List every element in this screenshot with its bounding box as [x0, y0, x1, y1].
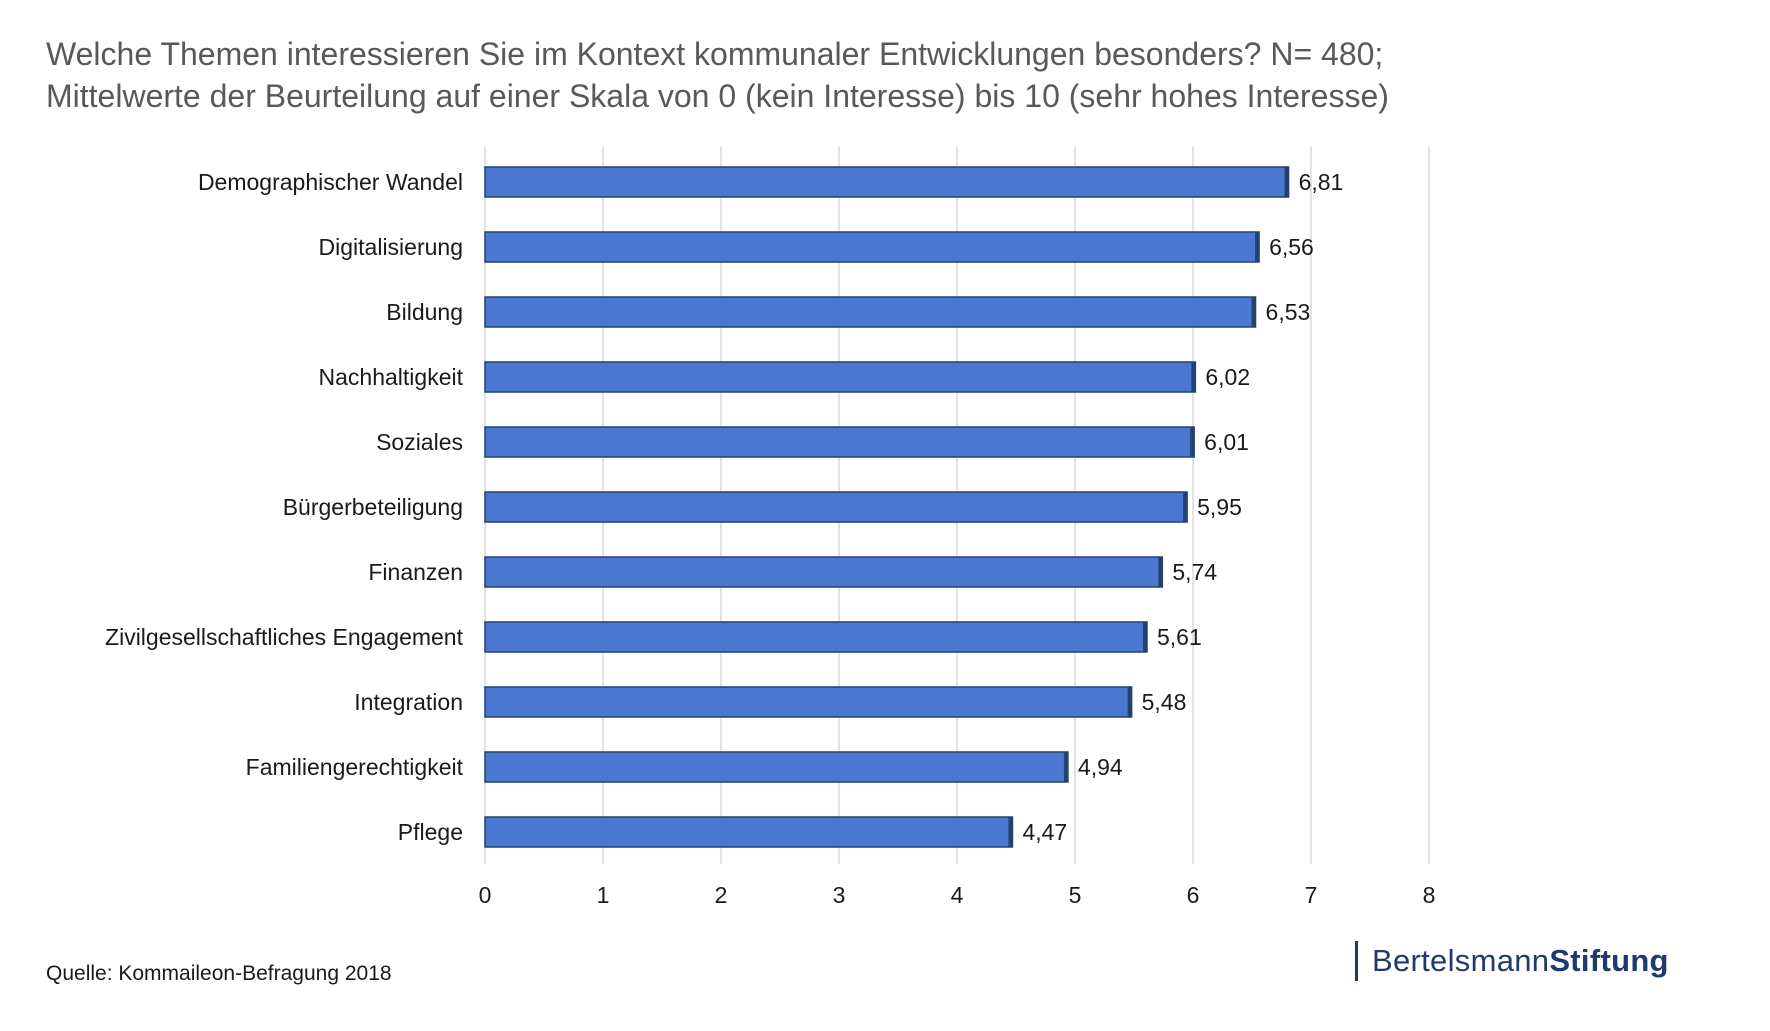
x-tick-label: 0: [479, 882, 492, 908]
value-label: 6,02: [1205, 364, 1250, 390]
logo-text-part1: Bertelsmann: [1372, 943, 1550, 978]
x-tick-label: 4: [951, 882, 964, 908]
x-tick-label: 1: [597, 882, 610, 908]
chart-title: Welche Themen interessieren Sie im Konte…: [46, 33, 1389, 117]
bar: [484, 361, 1197, 393]
bar: [484, 296, 1257, 328]
x-tick-label: 2: [715, 882, 728, 908]
category-label: Zivilgesellschaftliches Engagement: [105, 624, 464, 650]
logo-bar: [1355, 941, 1358, 981]
category-label: Demographischer Wandel: [198, 169, 463, 195]
category-label: Pflege: [398, 819, 463, 845]
category-label: Digitalisierung: [319, 234, 463, 260]
chart-title-line-2: Mittelwerte der Beurteilung auf einer Sk…: [46, 78, 1389, 114]
bar-edge: [1183, 492, 1188, 522]
category-labels: Demographischer Wandel Digitalisierung Bil…: [105, 169, 464, 845]
bar: [484, 816, 1014, 848]
bar-edge: [1063, 752, 1068, 782]
category-label: Bürgerbeteiligung: [283, 494, 463, 520]
x-tick-label: 8: [1423, 882, 1436, 908]
x-tick-label: 7: [1305, 882, 1318, 908]
bar-edge: [1284, 167, 1289, 197]
bar: [484, 491, 1188, 523]
value-label: 4,47: [1022, 819, 1067, 845]
x-tick-label: 6: [1187, 882, 1200, 908]
bertelsmann-stiftung-logo: BertelsmannStiftung: [1355, 941, 1669, 981]
value-label: 5,95: [1197, 494, 1242, 520]
bar-edge: [1190, 427, 1195, 457]
bars: [484, 166, 1290, 848]
bar-edge: [1142, 622, 1147, 652]
bar-edge: [1158, 557, 1163, 587]
category-label: Integration: [354, 689, 463, 715]
category-label: Nachhaltigkeit: [319, 364, 464, 390]
value-label: 6,53: [1266, 299, 1311, 325]
value-labels: 6,81 6,56 6,53 6,02 6,01 5,95 5,74 5,61 5,48 4,94…: [1022, 169, 1343, 845]
category-label: Bildung: [386, 299, 463, 325]
value-label: 4,94: [1078, 754, 1123, 780]
bar: [484, 426, 1195, 458]
bar-edge: [1127, 687, 1132, 717]
value-label: 5,48: [1142, 689, 1187, 715]
bar: [484, 556, 1164, 588]
bar-edge: [1251, 297, 1256, 327]
x-tick-label: 5: [1069, 882, 1082, 908]
category-label: Soziales: [376, 429, 463, 455]
value-label: 5,74: [1172, 559, 1217, 585]
value-label: 6,81: [1299, 169, 1344, 195]
bar-edge: [1191, 362, 1196, 392]
chart-title-line-1: Welche Themen interessieren Sie im Konte…: [46, 36, 1384, 72]
value-label: 5,61: [1157, 624, 1202, 650]
bar: [484, 231, 1260, 263]
bar: [484, 686, 1133, 718]
bar-edge: [1255, 232, 1260, 262]
x-tick-label: 3: [833, 882, 846, 908]
bar: [484, 166, 1290, 198]
value-label: 6,56: [1269, 234, 1314, 260]
bar-edge: [1008, 817, 1013, 847]
value-label: 6,01: [1204, 429, 1249, 455]
bar: [484, 751, 1069, 783]
source-note: Quelle: Kommaileon-Befragung 2018: [46, 962, 392, 985]
category-label: Familiengerechtigkeit: [246, 754, 464, 780]
x-axis-ticks: 0 1 2 3 4 5 6 7 8: [479, 882, 1436, 908]
bar: [484, 621, 1148, 653]
category-label: Finanzen: [368, 559, 463, 585]
logo-text-part2: Stiftung: [1549, 943, 1669, 978]
logo-text: BertelsmannStiftung: [1372, 943, 1669, 979]
